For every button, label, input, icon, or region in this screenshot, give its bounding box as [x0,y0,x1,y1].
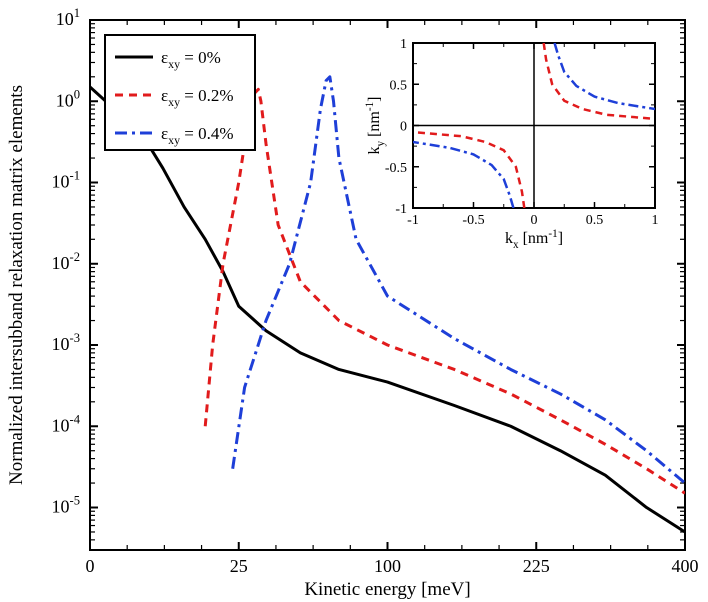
svg-text:10-1: 10-1 [52,169,81,192]
svg-text:0.5: 0.5 [390,78,408,93]
svg-text:10-2: 10-2 [52,250,81,273]
svg-text:Normalized intersubband relaxa: Normalized intersubband relaxation matri… [6,85,27,485]
svg-text:10-5: 10-5 [52,494,81,517]
svg-text:Kinetic energy [meV]: Kinetic energy [meV] [304,579,470,600]
svg-text:-0.5: -0.5 [385,161,407,176]
chart-container: 02510022540010-510-410-310-210-1100101Ki… [0,0,708,602]
svg-text:0: 0 [86,556,95,576]
svg-text:101: 101 [56,6,80,29]
svg-text:400: 400 [672,556,699,576]
svg-text:1: 1 [400,37,407,52]
svg-text:-0.5: -0.5 [462,213,484,228]
svg-text:10-4: 10-4 [52,412,81,435]
svg-text:100: 100 [56,87,80,110]
svg-text:25: 25 [230,556,248,576]
svg-text:1: 1 [652,213,659,228]
svg-text:100: 100 [374,556,401,576]
svg-text:0: 0 [400,120,407,135]
svg-text:10-3: 10-3 [52,331,81,354]
svg-text:-1: -1 [407,213,419,228]
svg-text:0.5: 0.5 [586,213,604,228]
svg-text:-1: -1 [395,202,407,217]
svg-text:225: 225 [523,556,550,576]
svg-text:0: 0 [531,213,538,228]
chart-svg: 02510022540010-510-410-310-210-1100101Ki… [0,0,708,602]
